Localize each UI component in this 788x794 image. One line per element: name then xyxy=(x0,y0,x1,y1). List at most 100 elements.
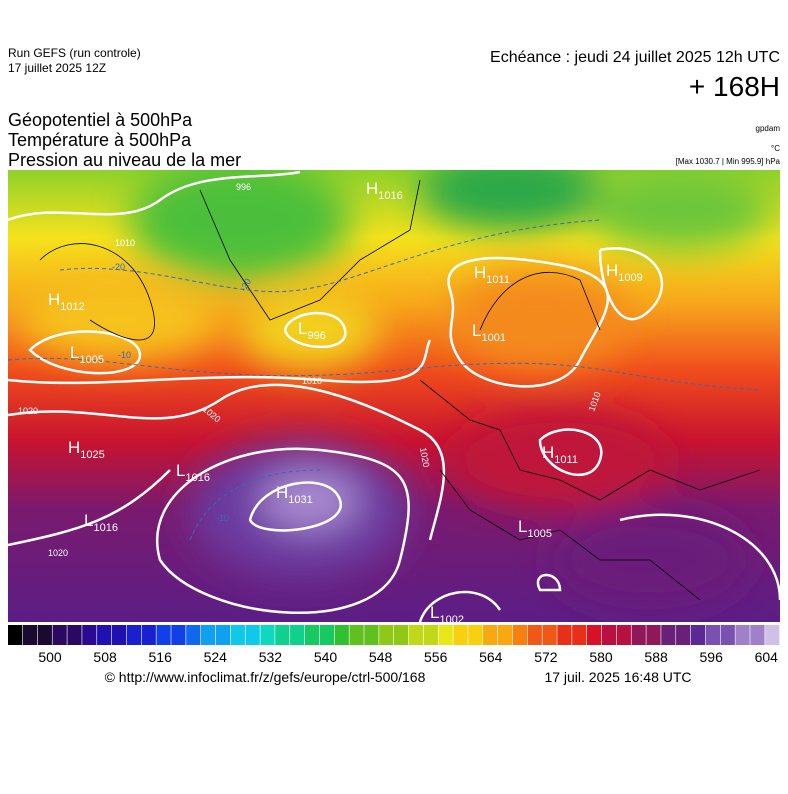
isobar-label: -20 xyxy=(112,262,125,272)
colorbar-tick-label: 588 xyxy=(644,649,668,665)
isobar-label: 1020 xyxy=(418,447,431,468)
field-name: Géopotentiel à 500hPa xyxy=(8,110,193,130)
pressure-center: L1005 xyxy=(70,343,104,366)
colorbar-cell xyxy=(230,625,245,645)
colorbar-cell xyxy=(394,625,409,645)
colorbar-tick-label: 604 xyxy=(755,649,779,665)
colorbar: 500 508 516 524 532 540 548 556 564 572 580 588 596 6… xyxy=(8,625,780,665)
run-label: Run GEFS (run controle) xyxy=(8,46,141,60)
pressure-center: L1016 xyxy=(84,511,118,534)
colorbar-cell xyxy=(408,625,424,645)
center-value: 996 xyxy=(307,330,325,342)
colorbar-tick-label: 564 xyxy=(479,649,503,665)
isobar-label: 1010 xyxy=(302,376,322,386)
colorbar-cell xyxy=(215,625,231,645)
center-value: 1016 xyxy=(93,522,117,534)
colorbar-cell xyxy=(201,625,216,645)
colorbar-tick-label: 540 xyxy=(314,649,338,665)
colorbar-cell xyxy=(601,625,617,645)
map xyxy=(8,170,780,622)
isobar-label: 1020 xyxy=(18,406,38,416)
colorbar-cell xyxy=(750,625,765,645)
colorbar-cell xyxy=(690,625,706,645)
center-letter: H xyxy=(276,483,288,502)
colorbar-cell xyxy=(22,625,38,645)
pressure-center: H1016 xyxy=(366,179,403,202)
center-letter: L xyxy=(298,319,307,338)
colorbar-cell xyxy=(156,625,171,645)
colorbar-cell xyxy=(379,625,394,645)
colorbar-cell xyxy=(765,625,780,645)
colorbar-cell xyxy=(260,625,275,645)
colorbar-cell xyxy=(512,625,528,645)
colorbar-cell xyxy=(468,625,483,645)
colorbar-tick-label: 556 xyxy=(424,649,448,665)
center-letter: H xyxy=(366,179,378,198)
colorbar-cell xyxy=(527,625,542,645)
center-value: 1005 xyxy=(527,528,551,540)
isobar-label: 1020 xyxy=(48,548,68,558)
colorbar-cell xyxy=(82,625,97,645)
isobar-label: 996 xyxy=(236,182,251,192)
center-value: 1011 xyxy=(554,454,578,466)
extremes: [Max 1030.7 | Min 995.9] hPa xyxy=(676,157,781,166)
colorbar-tick-label: 524 xyxy=(204,649,228,665)
generated-time: 17 juil. 2025 16:48 UTC xyxy=(544,669,691,685)
colorbar-cell xyxy=(661,625,676,645)
colorbar-tick-label: 516 xyxy=(149,649,173,665)
center-value: 1025 xyxy=(80,449,104,461)
colorbar-cell xyxy=(319,625,335,645)
center-value: 1012 xyxy=(60,301,84,313)
colorbar-cell xyxy=(423,625,438,645)
colorbar-cell xyxy=(245,625,260,645)
center-value: 1016 xyxy=(378,190,402,202)
isobar-label: 1010 xyxy=(115,238,135,248)
colorbar-cell xyxy=(631,625,646,645)
colorbar-cell xyxy=(349,625,364,645)
run-date: 17 juillet 2025 12Z xyxy=(8,61,106,75)
colorbar-cell xyxy=(67,625,82,645)
colorbar-cell xyxy=(720,625,735,645)
center-value: 1031 xyxy=(288,494,312,506)
field-name: Pression au niveau de la mer xyxy=(8,150,241,170)
colorbar-cell xyxy=(616,625,631,645)
colorbar-tick-label: 532 xyxy=(259,649,283,665)
center-letter: L xyxy=(84,511,93,530)
center-letter: L xyxy=(518,517,527,536)
colorbar-tick-label: 508 xyxy=(93,649,117,665)
colorbar-cell xyxy=(438,625,453,645)
pressure-center: H1011 xyxy=(542,443,578,466)
colorbar-cell xyxy=(497,625,513,645)
colorbar-cell xyxy=(572,625,587,645)
center-value: 1005 xyxy=(79,354,103,366)
colorbar-cell xyxy=(735,625,750,645)
pressure-center: H1011 xyxy=(474,263,510,286)
colorbar-cell xyxy=(557,625,572,645)
colorbar-tick-label: 572 xyxy=(534,649,558,665)
colorbar-cell xyxy=(334,625,349,645)
center-value: 1002 xyxy=(439,614,463,626)
colorbar-tick-label: 580 xyxy=(589,649,613,665)
colorbar-cell xyxy=(453,625,468,645)
pressure-center: L1002 xyxy=(430,603,464,626)
center-letter: H xyxy=(48,290,60,309)
colorbar-cell xyxy=(141,625,156,645)
center-letter: L xyxy=(176,461,185,480)
source-url: © http://www.infoclimat.fr/z/gefs/europe… xyxy=(105,669,426,685)
colorbar-cell xyxy=(587,625,602,645)
pressure-center: H1025 xyxy=(68,438,105,461)
pressure-center: L1005 xyxy=(518,517,552,540)
unit-label: gpdam xyxy=(756,124,781,133)
center-letter: H xyxy=(542,443,554,462)
colorbar-cell xyxy=(542,625,557,645)
colorbar-cell xyxy=(126,625,142,645)
center-letter: L xyxy=(70,343,79,362)
center-letter: H xyxy=(68,438,80,457)
colorbar-cell xyxy=(304,625,320,645)
colorbar-cell xyxy=(111,625,127,645)
pressure-center: L996 xyxy=(298,319,326,342)
pressure-center: L1016 xyxy=(176,461,210,484)
pressure-center: H1009 xyxy=(606,261,643,284)
colorbar-cell xyxy=(290,625,305,645)
